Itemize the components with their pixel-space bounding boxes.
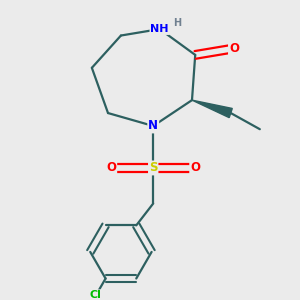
Text: O: O — [229, 42, 239, 55]
Text: Cl: Cl — [90, 290, 102, 300]
Text: H: H — [173, 18, 181, 28]
Text: O: O — [190, 161, 200, 175]
Text: O: O — [106, 161, 116, 175]
Text: S: S — [149, 161, 158, 175]
Text: NH: NH — [150, 24, 169, 34]
Polygon shape — [192, 100, 232, 118]
Text: N: N — [148, 119, 158, 133]
